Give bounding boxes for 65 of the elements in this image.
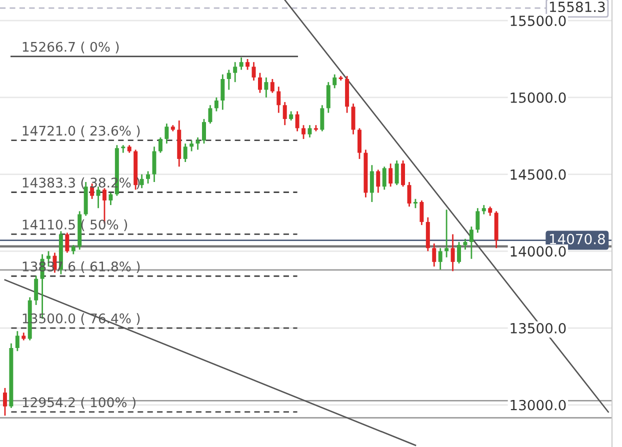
candlestick: [444, 208, 449, 258]
candlestick: [332, 74, 337, 89]
candlestick: [413, 198, 418, 209]
candlestick: [289, 110, 294, 122]
candlestick: [320, 104, 324, 132]
ref-line-label: 14070.8: [550, 234, 605, 244]
candlestick: [463, 238, 468, 250]
candlestick: [351, 102, 356, 136]
candlestick: [220, 74, 225, 110]
candlestick: [401, 160, 406, 188]
candlestick: [140, 174, 144, 189]
candlestick: [302, 124, 306, 140]
candlestick: [476, 207, 480, 234]
annotation: 15266.7 ( 0% ): [22, 42, 119, 54]
candlestick: [158, 136, 162, 154]
candlestick: [358, 128, 362, 160]
y-tick-label: 15500.0: [510, 16, 566, 26]
y-tick-label: 14000.0: [510, 246, 566, 257]
candlestick: [202, 118, 206, 144]
candlestick: [382, 166, 386, 190]
y-tick-label: 15000.0: [510, 92, 566, 103]
candlestick: [264, 76, 268, 98]
candlestick: [388, 162, 393, 188]
candlestick: [482, 204, 486, 215]
candlestick: [226, 69, 231, 90]
candlestick: [108, 192, 113, 206]
ref-line-label: 15581.3: [550, 2, 605, 12]
candlestick: [438, 247, 442, 270]
candlestick: [326, 81, 330, 114]
candlestick: [270, 78, 274, 94]
candlestick: [252, 61, 256, 82]
candlestick: [450, 234, 455, 272]
candlestick: [71, 244, 76, 255]
candlestick: [457, 241, 461, 264]
candlestick: [282, 101, 287, 126]
y-tick-label: 13000.0: [510, 400, 566, 410]
y-tick-label: 14500.0: [510, 169, 566, 180]
candlestick: [469, 226, 474, 260]
candlestick: [121, 144, 126, 154]
candlestick: [376, 169, 380, 194]
y-tick-label: 13500.0: [510, 322, 566, 334]
candlestick: [34, 275, 38, 306]
candlestick: [432, 242, 436, 268]
candlestick: [258, 72, 262, 94]
candlestick: [394, 160, 399, 186]
candlestick: [295, 110, 300, 132]
candlestick: [420, 200, 424, 226]
candlestick: [164, 122, 169, 144]
candlestick: [276, 86, 281, 114]
annotation: 14721.0 ( 23.6% ): [22, 126, 140, 138]
candlestick: [146, 170, 150, 184]
candlestick: [239, 56, 244, 70]
candlestick: [183, 142, 188, 163]
candlestick: [196, 136, 200, 150]
candlestick: [246, 58, 250, 70]
candlestick: [488, 206, 492, 217]
candlestick: [2, 387, 7, 416]
candlestick: [208, 104, 212, 124]
candlestick: [190, 140, 194, 152]
candlestick: [370, 164, 374, 203]
candlestick: [214, 96, 218, 112]
candlestick: [308, 124, 312, 138]
candlestick: [233, 61, 238, 83]
candlestick: [15, 330, 20, 352]
candlestick: [65, 232, 70, 254]
